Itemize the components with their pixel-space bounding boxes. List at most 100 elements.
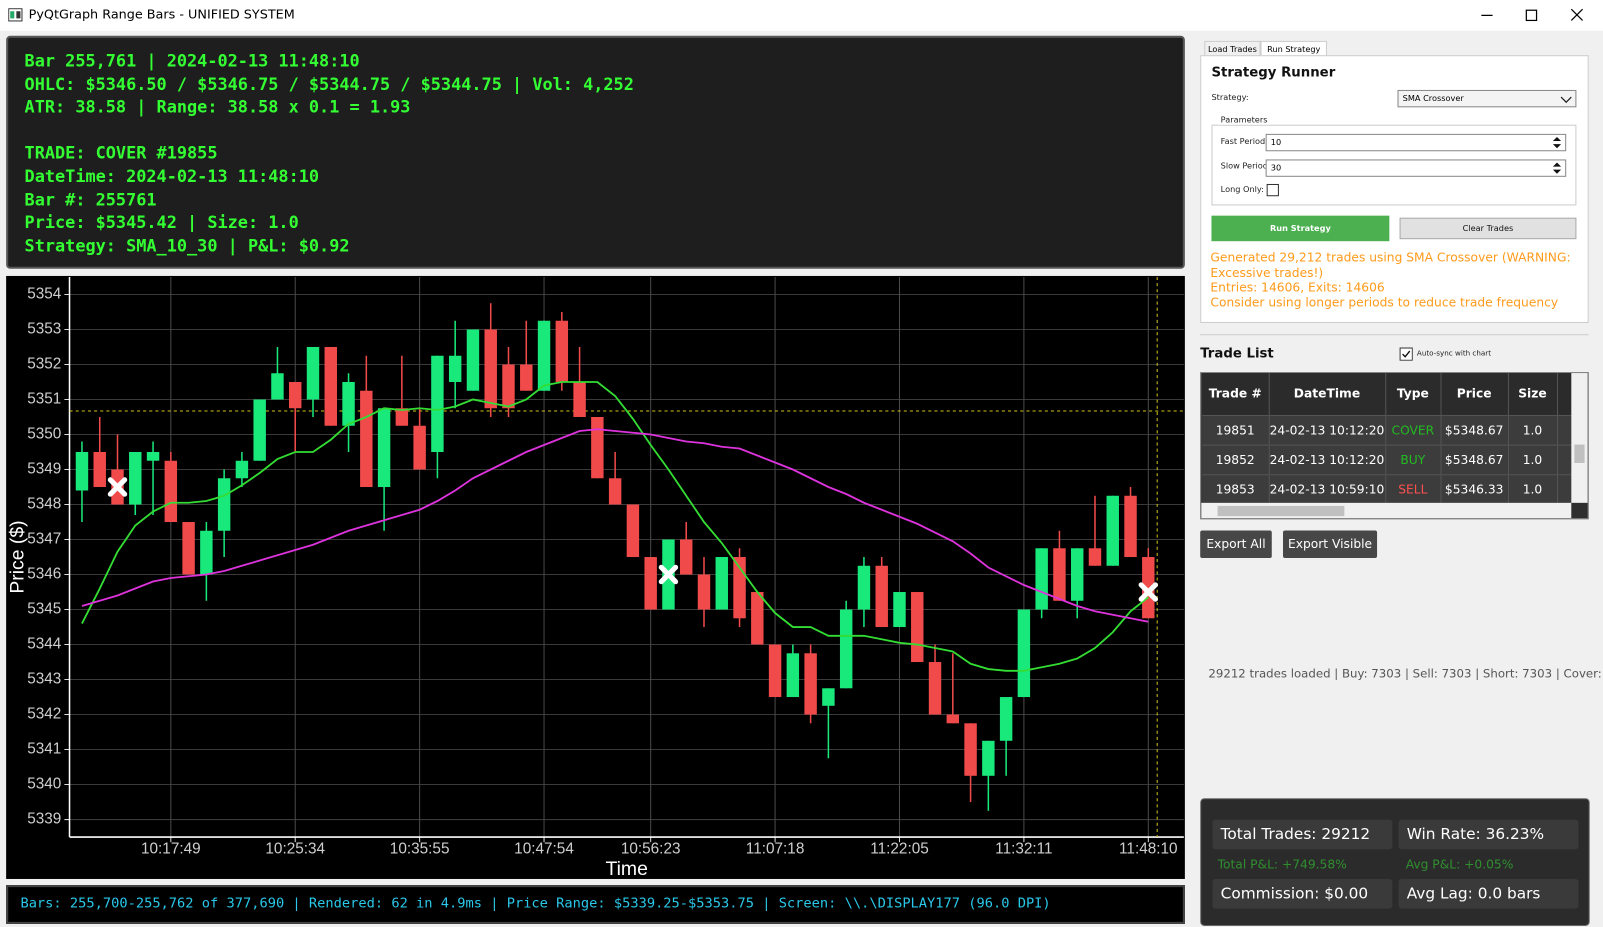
h-scrollbar[interactable] — [1201, 502, 1572, 519]
table-cell: 19852 — [1202, 444, 1270, 475]
message-line: Excessive trades!) — [1210, 265, 1324, 280]
window-controls[interactable] — [1478, 6, 1590, 24]
candle-body — [360, 390, 373, 488]
y-tick-label: 5352 — [27, 356, 61, 373]
y-tick-label: 5354 — [27, 286, 62, 303]
column-header: DateTime — [1268, 373, 1386, 415]
table-cell: $5346.33 — [1440, 473, 1509, 504]
candle-body — [591, 416, 604, 479]
strategy-messages: Generated 29,212 trades using SMA Crosso… — [1210, 250, 1570, 310]
candle-body — [448, 355, 462, 382]
stat: Total P&L: +749.58% — [1217, 857, 1347, 872]
y-tick-label: 5346 — [27, 566, 61, 583]
scroll-thumb[interactable] — [1574, 444, 1585, 463]
price-chart: 5339 5340 5341 5342 5343 5344 5345 5346 5347 5348… — [6, 275, 1185, 879]
scroll-thumb[interactable] — [1217, 505, 1345, 517]
message-line: Entries: 14606, Exits: 14606 — [1210, 280, 1385, 295]
strategy-combo[interactable]: SMA Crossover — [1397, 89, 1577, 108]
candle-body — [324, 346, 337, 426]
input-value: 30 — [1270, 163, 1282, 173]
y-tick-label: 5343 — [27, 671, 61, 688]
column-header-cut — [1557, 373, 1571, 415]
candle-body — [1053, 548, 1066, 601]
x-tick-label: 10:47:54 — [514, 840, 574, 857]
combo-arrow — [1560, 96, 1572, 104]
info-line: OHLC: $5346.50 / $5346.75 / $5344.75 / $… — [24, 74, 634, 94]
y-tick-label: 5342 — [27, 706, 61, 723]
candle-body — [644, 557, 657, 610]
candle-body — [377, 408, 391, 488]
info-line: Bar #: 255761 — [24, 189, 157, 210]
x-axis-label: Time — [605, 858, 647, 879]
candle-body — [822, 688, 835, 706]
candle-body — [1035, 548, 1048, 610]
label: Fast Period: — [1220, 136, 1268, 147]
export-visible-button[interactable]: Export Visible — [1283, 530, 1378, 559]
tab[interactable]: Load Trades — [1204, 40, 1261, 57]
candle-body — [679, 539, 693, 575]
trade-table-frame: Trade # DateTime Type Price Size 19851 24-02-… — [1200, 372, 1589, 520]
column-header: Size — [1507, 373, 1558, 415]
column-header: Type — [1385, 373, 1441, 415]
table-cell: 1.0 — [1507, 444, 1558, 475]
candle-body — [164, 460, 178, 523]
tab-active[interactable]: Run Strategy — [1260, 40, 1327, 57]
x-tick-label: 11:32:11 — [995, 840, 1052, 857]
maximize[interactable] — [1525, 9, 1538, 22]
spin-arrows[interactable] — [1551, 136, 1563, 149]
table-cell: $5348.67 — [1440, 414, 1509, 445]
slow-period-input[interactable]: 30 — [1265, 159, 1567, 177]
candle-body — [875, 565, 888, 628]
info-line: Price: $5345.42 | Size: 1.0 — [24, 212, 299, 233]
table-cell-cut — [1556, 473, 1572, 504]
app-icon — [8, 8, 23, 22]
table-header: Trade # DateTime Type Price Size — [1202, 373, 1572, 415]
v-scrollbar[interactable] — [1571, 373, 1588, 503]
candle-body — [946, 714, 960, 724]
group-label: Parameters — [1218, 115, 1270, 125]
candle-body — [1142, 557, 1155, 619]
y-tick-label: 5349 — [27, 461, 61, 478]
info-line: TRADE: COVER #19855 — [24, 143, 218, 163]
fast-period-input[interactable]: 10 — [1265, 133, 1567, 152]
long-only-checkbox[interactable] — [1266, 183, 1279, 197]
stat: Win Rate: 36.23% — [1398, 819, 1579, 850]
y-axis-label: Price ($) — [7, 520, 29, 593]
table-cell: $5348.67 — [1440, 444, 1509, 475]
x-tick-label: 10:17:49 — [141, 840, 201, 857]
clear-trades-button[interactable]: Clear Trades — [1399, 217, 1577, 240]
table-cell: 24-02-13 10:59:10 — [1268, 473, 1386, 504]
table-cell: COVER — [1385, 414, 1441, 445]
table-cell: 1.0 — [1507, 473, 1558, 504]
candle-body — [555, 320, 569, 382]
trade-marker — [658, 564, 679, 585]
y-tick-label: 5348 — [27, 496, 61, 513]
candle-body — [93, 452, 106, 488]
table-row: 19852 24-02-13 10:12:20 BUY $5348.67 1.0 — [1202, 444, 1572, 475]
summary-line: 29212 trades loaded | Buy: 7303 | Sell: … — [1208, 666, 1603, 681]
candle-body — [537, 320, 551, 391]
table-cell: 19851 — [1202, 414, 1270, 445]
run-strategy-button[interactable]: Run Strategy — [1211, 215, 1390, 242]
table-row: 19851 24-02-13 10:12:20 COVER $5348.67 1.0 — [1202, 414, 1572, 445]
y-tick-label: 5351 — [27, 391, 61, 408]
candle-body — [235, 460, 249, 479]
column-header: Trade # — [1202, 373, 1270, 415]
x-tick-label: 11:07:18 — [746, 840, 805, 857]
candle-body — [217, 478, 231, 531]
autosync-checkbox[interactable] — [1399, 347, 1413, 361]
candle-body — [608, 478, 622, 505]
export-all-button[interactable]: Export All — [1200, 530, 1272, 559]
table-cell-cut — [1556, 414, 1572, 445]
stat: Total Trades: 29212 — [1212, 819, 1393, 850]
trade-table: Trade # DateTime Type Price Size 19851 24-02-… — [1202, 373, 1572, 504]
candle-body — [839, 609, 853, 689]
spin-arrows[interactable] — [1551, 161, 1563, 174]
window-title: PyQtGraph Range Bars - UNIFIED SYSTEM — [28, 6, 295, 22]
candle-body — [964, 723, 977, 776]
candle-body — [342, 381, 355, 426]
candle-body — [1124, 495, 1137, 558]
